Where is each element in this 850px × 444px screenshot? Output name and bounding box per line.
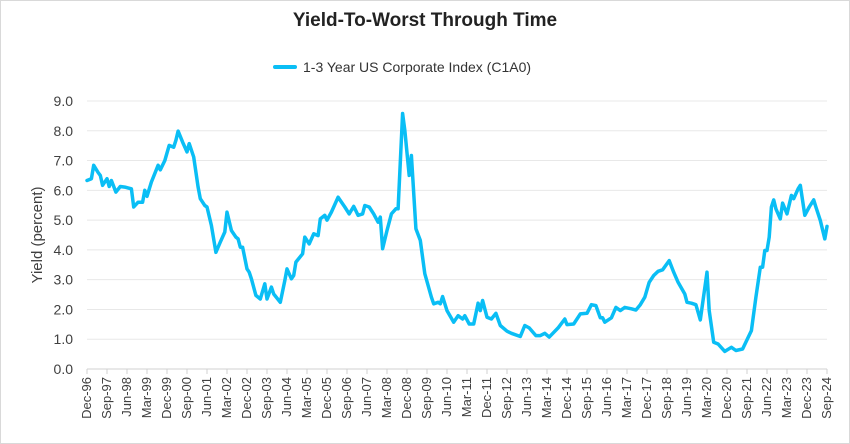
x-tick-label: Dec-08 <box>399 377 414 419</box>
x-tick-label: Sep-21 <box>739 377 754 419</box>
x-tick-label: Dec-96 <box>79 377 94 419</box>
chart-title: Yield-To-Worst Through Time <box>292 10 558 31</box>
x-tick-label: Mar-05 <box>299 377 314 418</box>
x-tick-label: Jun-98 <box>119 377 134 417</box>
x-tick-label: Dec-02 <box>239 377 254 419</box>
x-tick-label: Sep-18 <box>659 377 674 419</box>
y-tick-label: 9.0 <box>54 93 74 109</box>
x-tick-label: Mar-17 <box>619 377 634 418</box>
x-tick-label: Sep-97 <box>99 377 114 419</box>
x-tick-label: Mar-08 <box>379 377 394 418</box>
legend-label: 1-3 Year US Corporate Index (C1A0) <box>303 59 532 75</box>
x-tick-label: Dec-99 <box>159 377 174 419</box>
legend: 1-3 Year US Corporate Index (C1A0) <box>273 59 531 75</box>
x-tick-label: Mar-02 <box>219 377 234 418</box>
x-tick-label: Jun-07 <box>359 377 374 417</box>
x-tick-label: Dec-11 <box>479 377 494 418</box>
x-tick-label: Dec-23 <box>799 377 814 419</box>
x-tick-label: Jun-10 <box>439 377 454 417</box>
x-tick-label: Mar-11 <box>459 377 474 417</box>
x-tick-label: Sep-03 <box>259 377 274 419</box>
y-tick-label: 0.0 <box>54 361 74 377</box>
y-tick-label: 2.0 <box>54 301 74 317</box>
x-tick-label: Sep-12 <box>499 377 514 419</box>
x-tick-label: Sep-15 <box>579 377 594 419</box>
y-tick-label: 8.0 <box>54 123 74 139</box>
y-axis-label: Yield (percent) <box>29 187 46 284</box>
x-tick-label: Mar-99 <box>139 377 154 418</box>
series-line <box>85 111 829 354</box>
y-tick-label: 3.0 <box>54 272 74 288</box>
y-tick-label: 7.0 <box>54 153 74 169</box>
x-tick-label: Jun-01 <box>199 377 214 417</box>
y-tick-label: 4.0 <box>54 242 74 258</box>
x-tick-label: Sep-06 <box>339 377 354 419</box>
x-tick-label: Mar-14 <box>539 377 554 418</box>
x-tick-label: Dec-20 <box>719 377 734 419</box>
y-tick-label: 6.0 <box>54 182 74 198</box>
x-tick-label: Jun-04 <box>279 377 294 417</box>
x-tick-label: Sep-09 <box>419 377 434 419</box>
x-tick-label: Dec-05 <box>319 377 334 419</box>
y-tick-label: 5.0 <box>54 212 74 228</box>
x-tick-label: Jun-19 <box>679 377 694 417</box>
x-tick-label: Sep-00 <box>179 377 194 419</box>
x-tick-label: Mar-20 <box>699 377 714 418</box>
x-tick-label: Jun-13 <box>519 377 534 417</box>
x-tick-label: Jun-16 <box>599 377 614 417</box>
x-tick-label: Dec-17 <box>639 377 654 419</box>
x-tick-label: Sep-24 <box>819 377 834 419</box>
x-tick-label: Jun-22 <box>759 377 774 417</box>
y-tick-label: 1.0 <box>54 331 74 347</box>
x-tick-label: Dec-14 <box>559 377 574 419</box>
x-tick-label: Mar-23 <box>779 377 794 418</box>
legend-swatch <box>273 65 297 69</box>
